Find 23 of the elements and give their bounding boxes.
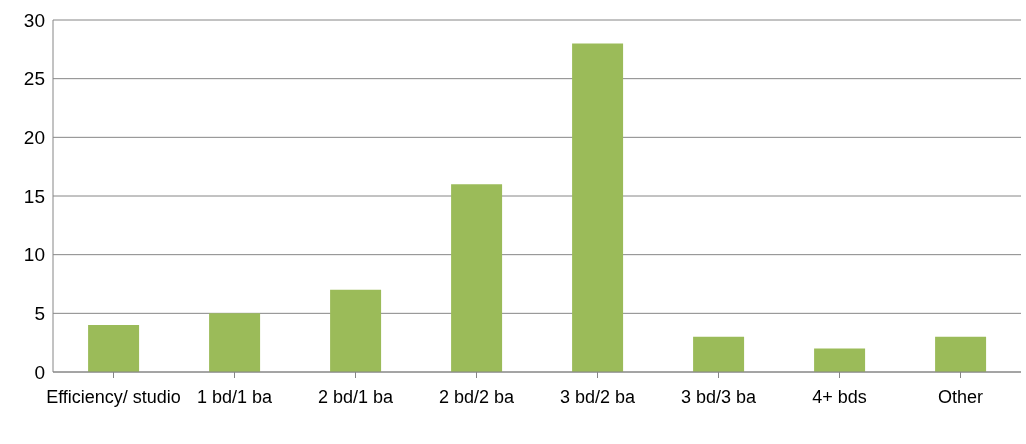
y-tick-label: 0 bbox=[34, 361, 45, 383]
x-tick-label: 3 bd/2 ba bbox=[559, 386, 637, 407]
y-tick-label: 5 bbox=[34, 303, 45, 325]
x-tick-label: Other bbox=[937, 386, 984, 407]
bar bbox=[88, 325, 140, 372]
bar bbox=[935, 336, 987, 372]
bar bbox=[814, 348, 866, 372]
y-tick-label: 15 bbox=[23, 185, 45, 207]
bar bbox=[693, 336, 745, 372]
bar bbox=[572, 43, 624, 372]
y-tick-label: 20 bbox=[23, 127, 45, 149]
x-tick-label: 2 bd/2 ba bbox=[438, 386, 516, 407]
x-tick-label: Efficiency/ studio bbox=[46, 386, 181, 407]
x-tick-label: 4+ bds bbox=[812, 386, 867, 407]
y-tick-label: 25 bbox=[23, 68, 45, 90]
bar bbox=[451, 184, 503, 372]
x-tick-label: 2 bd/1 ba bbox=[317, 386, 395, 407]
x-tick-label: 1 bd/1 ba bbox=[196, 386, 274, 407]
y-tick-label: 10 bbox=[23, 244, 45, 266]
bar bbox=[209, 313, 261, 372]
x-tick-label: 3 bd/3 ba bbox=[680, 386, 758, 407]
y-tick-label: 30 bbox=[23, 9, 45, 31]
bar bbox=[330, 289, 382, 372]
